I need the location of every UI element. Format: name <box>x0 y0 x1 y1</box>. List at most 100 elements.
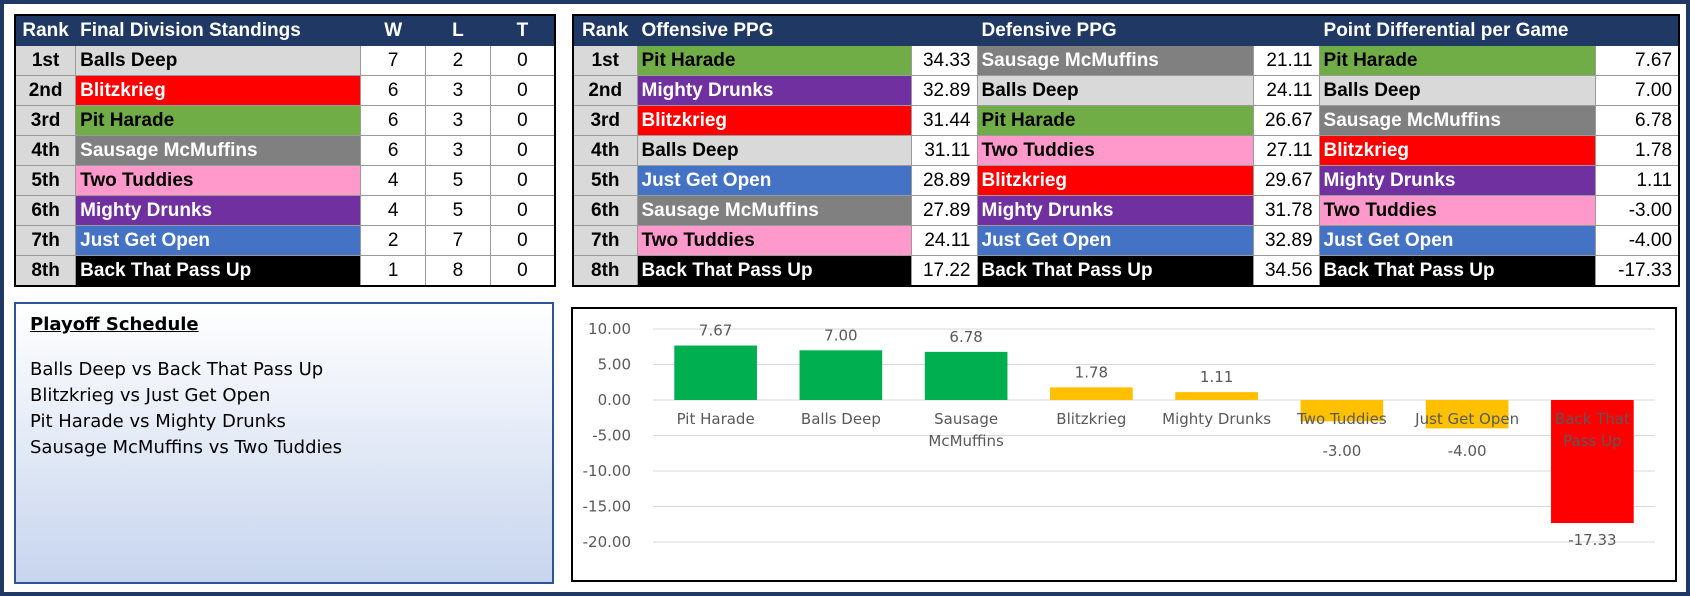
x-category-label: Just Get Open <box>1414 410 1519 428</box>
losses-cell: 5 <box>425 165 491 196</box>
defense-ppg-cell: 27.11 <box>1252 135 1320 166</box>
losses-cell: 3 <box>425 105 491 136</box>
wins-cell: 4 <box>360 195 427 226</box>
rank-cell: 6th <box>572 195 638 226</box>
rank-cell: 3rd <box>14 105 77 136</box>
y-tick-label: -10.00 <box>583 462 631 480</box>
differential-value-cell: -4.00 <box>1594 225 1680 256</box>
defense-ppg-cell: 31.78 <box>1252 195 1320 226</box>
standings-row: 4th Sausage McMuffins 6 3 0 <box>14 135 556 166</box>
bar <box>1425 400 1509 429</box>
rank-cell: 4th <box>14 135 77 166</box>
standings-header-ties: T <box>489 14 556 46</box>
standings-header-team: Final Division Standings <box>75 14 362 46</box>
wins-cell: 7 <box>360 45 427 76</box>
stats-row: 1st Pit Harade 34.33 Sausage McMuffins 21.11… <box>572 45 1680 76</box>
defense-ppg-cell: 32.89 <box>1252 225 1320 256</box>
rank-cell: 1st <box>14 45 77 76</box>
differential-team-cell: Just Get Open <box>1318 225 1596 256</box>
wins-cell: 4 <box>360 165 427 196</box>
bar <box>1175 392 1258 400</box>
bar <box>674 345 757 400</box>
losses-cell: 3 <box>425 75 491 106</box>
x-category-label: Blitzkrieg <box>1056 410 1126 428</box>
offense-ppg-cell: 32.89 <box>910 75 978 106</box>
ties-cell: 0 <box>489 225 556 256</box>
standings-row: 5th Two Tuddies 4 5 0 <box>14 165 556 196</box>
wins-cell: 1 <box>360 255 427 287</box>
team-name-cell: Balls Deep <box>75 45 362 76</box>
stats-header-differential: Point Differential per Game <box>1318 14 1680 46</box>
playoff-schedule-title: Playoff Schedule <box>30 314 199 335</box>
stats-row: 6th Sausage McMuffins 27.89 Mighty Drunks 31… <box>572 195 1680 226</box>
offense-ppg-cell: 17.22 <box>910 255 978 287</box>
stats-header-row: Rank Offensive PPG Defensive PPG Point D… <box>572 14 1680 46</box>
differential-value-cell: 7.00 <box>1594 75 1680 106</box>
stats-header-defensive: Defensive PPG <box>976 14 1320 46</box>
offense-ppg-cell: 28.89 <box>910 165 978 196</box>
defense-team-cell: Blitzkrieg <box>976 165 1254 196</box>
data-label: 7.67 <box>699 322 732 340</box>
stats-row: 5th Just Get Open 28.89 Blitzkrieg 29.67 Migh… <box>572 165 1680 196</box>
standings-row: 1st Balls Deep 7 2 0 <box>14 45 556 76</box>
wins-cell: 6 <box>360 135 427 166</box>
point-differential-chart: 10.00 5.00 0.00 -5.00 -10.00 -15.00 -20.00 Pit … <box>571 307 1677 582</box>
data-label: 1.78 <box>1075 363 1108 381</box>
losses-cell: 2 <box>425 45 491 76</box>
team-name-cell: Mighty Drunks <box>75 195 362 226</box>
offense-ppg-cell: 27.89 <box>910 195 978 226</box>
differential-team-cell: Blitzkrieg <box>1318 135 1596 166</box>
differential-team-cell: Mighty Drunks <box>1318 165 1596 196</box>
x-category-label: Mighty Drunks <box>1162 410 1271 428</box>
team-name-cell: Sausage McMuffins <box>75 135 362 166</box>
team-name-cell: Blitzkrieg <box>75 75 362 106</box>
stats-row: 7th Two Tuddies 24.11 Just Get Open 32.89 Jus… <box>572 225 1680 256</box>
team-name-cell: Two Tuddies <box>75 165 362 196</box>
differential-team-cell: Back That Pass Up <box>1318 255 1596 287</box>
x-category-label: Sausage McMuffins <box>928 410 1004 450</box>
rank-cell: 1st <box>572 45 638 76</box>
offense-ppg-cell: 31.11 <box>910 135 978 166</box>
playoff-game: Blitzkrieg vs Just Get Open <box>30 385 271 406</box>
bar <box>924 351 1008 400</box>
offense-team-cell: Balls Deep <box>636 135 912 166</box>
x-category-label: Balls Deep <box>801 410 881 428</box>
standings-row: 7th Just Get Open 2 7 0 <box>14 225 556 256</box>
standings-header-row: Rank Final Division Standings W L T <box>14 14 556 46</box>
defense-team-cell: Two Tuddies <box>976 135 1254 166</box>
wins-cell: 2 <box>360 225 427 256</box>
offense-team-cell: Pit Harade <box>636 45 912 76</box>
ties-cell: 0 <box>489 45 556 76</box>
defense-team-cell: Pit Harade <box>976 105 1254 136</box>
offense-team-cell: Two Tuddies <box>636 225 912 256</box>
standings-row: 2nd Blitzkrieg 6 3 0 <box>14 75 556 106</box>
playoff-game: Sausage McMuffins vs Two Tuddies <box>30 437 342 458</box>
ties-cell: 0 <box>489 135 556 166</box>
standings-header-wins: W <box>360 14 427 46</box>
standings-row: 6th Mighty Drunks 4 5 0 <box>14 195 556 226</box>
offense-team-cell: Back That Pass Up <box>636 255 912 287</box>
losses-cell: 5 <box>425 195 491 226</box>
differential-team-cell: Pit Harade <box>1318 45 1596 76</box>
defense-ppg-cell: 21.11 <box>1252 45 1320 76</box>
y-tick-label: -20.00 <box>583 533 631 551</box>
rank-cell: 2nd <box>14 75 77 106</box>
standings-row: 3rd Pit Harade 6 3 0 <box>14 105 556 136</box>
stats-row: 8th Back That Pass Up 17.22 Back That Pass … <box>572 255 1680 287</box>
offense-team-cell: Sausage McMuffins <box>636 195 912 226</box>
data-label: 1.11 <box>1200 368 1233 386</box>
standings-table: Rank Final Division Standings W L T 1st B… <box>14 14 556 287</box>
rank-cell: 8th <box>14 255 77 287</box>
stats-table: Rank Offensive PPG Defensive PPG Point D… <box>572 14 1681 287</box>
x-category-label: Back That Pass Up <box>1555 410 1630 450</box>
offense-ppg-cell: 31.44 <box>910 105 978 136</box>
data-label: 6.78 <box>949 328 982 346</box>
defense-ppg-cell: 29.67 <box>1252 165 1320 196</box>
stats-row: 4th Balls Deep 31.11 Two Tuddies 27.11 Blitzk… <box>572 135 1680 166</box>
standings-row: 8th Back That Pass Up 1 8 0 <box>14 255 556 287</box>
differential-team-cell: Two Tuddies <box>1318 195 1596 226</box>
losses-cell: 3 <box>425 135 491 166</box>
losses-cell: 8 <box>425 255 491 287</box>
differential-value-cell: 7.67 <box>1594 45 1680 76</box>
defense-team-cell: Mighty Drunks <box>976 195 1254 226</box>
